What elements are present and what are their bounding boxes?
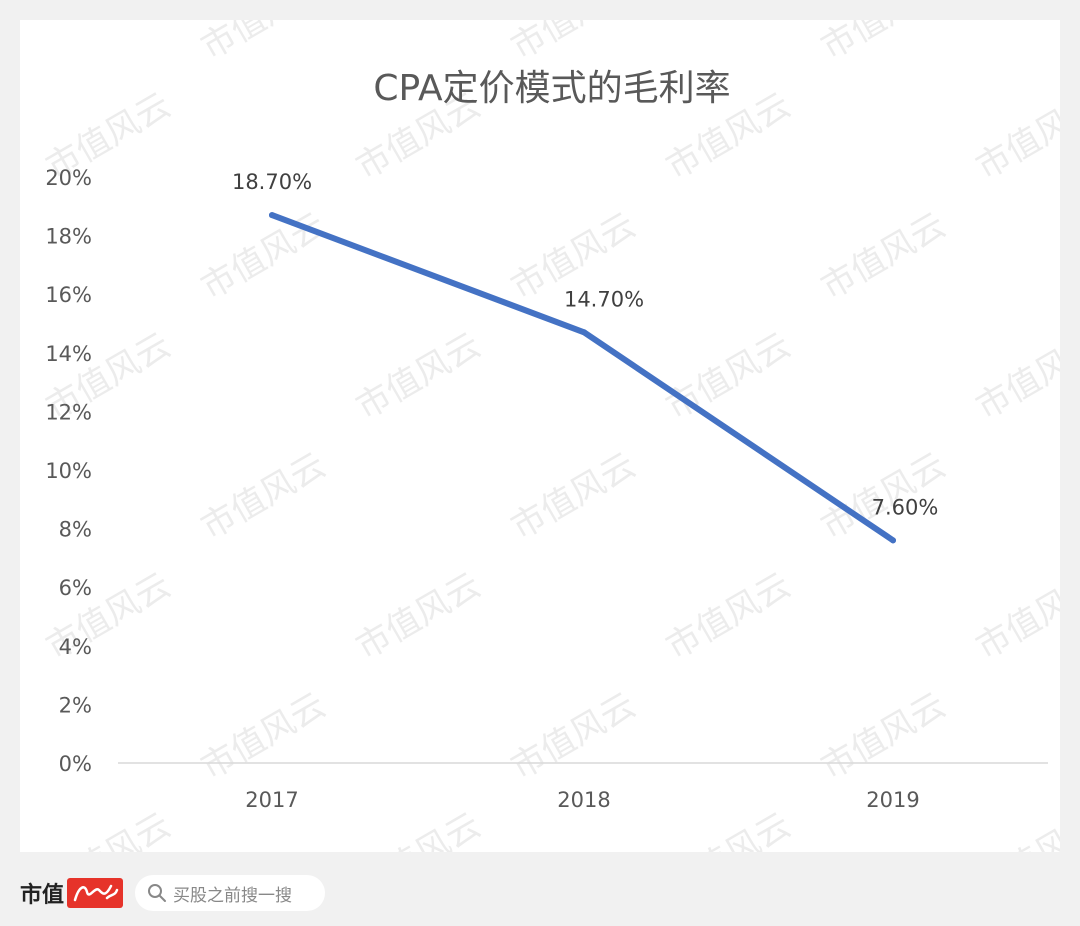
data-point	[269, 212, 275, 219]
watermark-text: 市值风云	[660, 325, 798, 428]
watermark-text: 市值风云	[40, 805, 178, 852]
data-point	[581, 329, 587, 336]
watermark-text: 市值风云	[350, 325, 488, 428]
watermark-text: 市值风云	[660, 565, 798, 668]
y-tick-label: 0%	[59, 752, 92, 776]
watermark-text: 市值风云	[505, 685, 643, 788]
y-tick-label: 16%	[45, 283, 92, 307]
watermark-text: 市值风云	[970, 805, 1061, 852]
y-tick-label: 2%	[59, 693, 92, 717]
search-icon	[148, 884, 167, 902]
y-tick-label: 14%	[45, 342, 92, 366]
watermark-text: 市值风云	[970, 85, 1061, 188]
watermark-text: 市值风云	[815, 20, 953, 68]
y-tick-label: 20%	[45, 166, 92, 190]
search-placeholder: 买股之前搜一搜	[173, 885, 293, 906]
watermark-text: 市值风云	[815, 205, 953, 308]
brand-logo[interactable]: 市值	[20, 877, 124, 909]
watermark-text: 市值风云	[815, 685, 953, 788]
x-axis-ticks: 2017 2018 2019	[245, 788, 919, 812]
y-axis-ticks: 0% 2% 4% 6% 8% 10% 12% 14% 16% 18% 20%	[45, 166, 92, 776]
watermark-text: 市值风云	[350, 805, 488, 852]
x-tick-label: 2017	[245, 788, 298, 812]
data-label: 18.70%	[232, 170, 312, 194]
watermark-text: 市值风云	[195, 20, 333, 68]
watermark-text: 市值风云	[970, 325, 1061, 428]
y-tick-label: 8%	[59, 518, 92, 542]
watermark-text: 市值风云	[660, 805, 798, 852]
chart-card: 市值风云 市值风云 市值风云 市值风云 市值风云 市值风云 市值风云 市值风云 市值风云 市值风云…	[20, 20, 1060, 852]
data-labels: 18.70% 14.70% 7.60%	[232, 170, 938, 519]
watermark-text: 市值风云	[350, 565, 488, 668]
x-tick-label: 2018	[557, 788, 610, 812]
x-tick-label: 2019	[866, 788, 919, 812]
series-layer	[269, 212, 896, 544]
watermark-text: 市值风云	[195, 205, 333, 308]
watermark-text: 市值风云	[20, 445, 22, 548]
watermark-text: 市值风云	[970, 565, 1061, 668]
watermark-text: 市值风云	[505, 20, 643, 68]
y-tick-label: 10%	[45, 459, 92, 483]
watermark-text: 市值风云	[505, 445, 643, 548]
data-label: 14.70%	[564, 287, 644, 311]
brand-text: 市值	[20, 882, 65, 908]
data-point	[890, 537, 896, 544]
chart-title: CPA定价模式的毛利率	[373, 68, 730, 109]
y-tick-label: 12%	[45, 400, 92, 424]
brand-mark-icon	[67, 878, 124, 908]
watermark-text: 市值风云	[195, 685, 333, 788]
y-tick-label: 18%	[45, 225, 92, 249]
watermark-text: 市值风云	[20, 685, 22, 788]
footer: 市值 买股之前搜一搜	[20, 868, 326, 918]
y-tick-label: 4%	[59, 635, 92, 659]
data-label: 7.60%	[872, 495, 939, 519]
search-box[interactable]: 买股之前搜一搜	[135, 875, 326, 911]
watermark-text: 市值风云	[20, 205, 22, 308]
watermark-text: 市值风云	[195, 445, 333, 548]
watermark-text: 市值风云	[20, 20, 22, 68]
y-tick-label: 6%	[59, 576, 92, 600]
